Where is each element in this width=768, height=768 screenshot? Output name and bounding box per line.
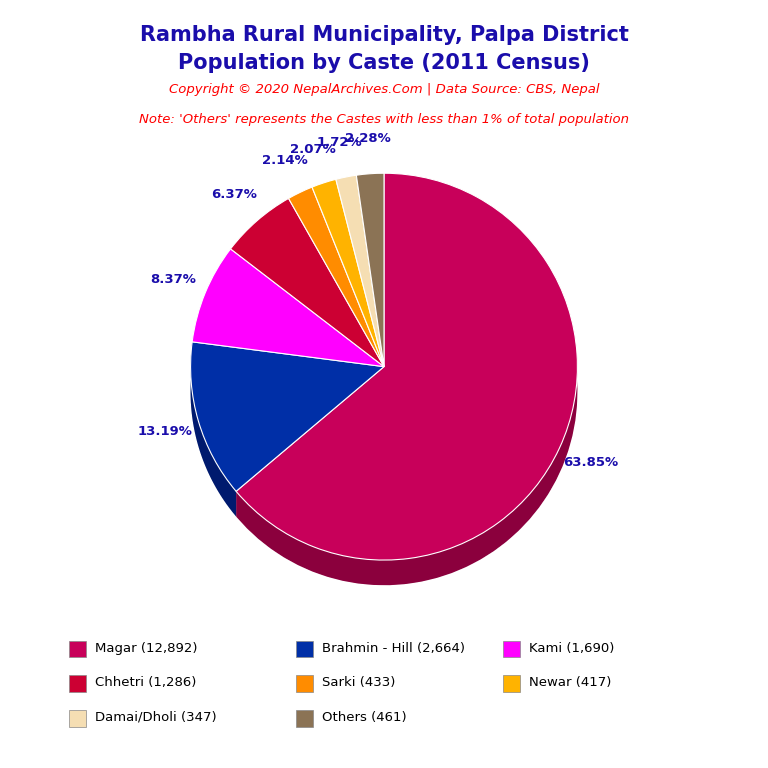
Text: 13.19%: 13.19% (137, 425, 193, 438)
Wedge shape (192, 274, 384, 392)
Text: Rambha Rural Municipality, Palpa District: Rambha Rural Municipality, Palpa Distric… (140, 25, 628, 45)
Text: Newar (417): Newar (417) (529, 677, 611, 689)
Wedge shape (356, 174, 384, 366)
Wedge shape (236, 198, 578, 585)
Wedge shape (289, 212, 384, 392)
Wedge shape (356, 198, 384, 392)
Wedge shape (236, 174, 578, 560)
Text: Brahmin - Hill (2,664): Brahmin - Hill (2,664) (322, 642, 465, 654)
Wedge shape (289, 187, 384, 366)
Wedge shape (192, 249, 384, 366)
Wedge shape (190, 342, 384, 492)
Text: 2.28%: 2.28% (345, 133, 390, 145)
Text: Others (461): Others (461) (322, 711, 406, 723)
Text: Population by Caste (2011 Census): Population by Caste (2011 Census) (178, 53, 590, 73)
Text: 63.85%: 63.85% (564, 456, 618, 469)
Wedge shape (230, 198, 384, 366)
Text: 2.07%: 2.07% (290, 144, 336, 156)
Text: Damai/Dholi (347): Damai/Dholi (347) (95, 711, 217, 723)
Wedge shape (190, 367, 384, 516)
Wedge shape (336, 200, 384, 392)
Polygon shape (236, 348, 578, 585)
Text: Chhetri (1,286): Chhetri (1,286) (95, 677, 197, 689)
Text: Kami (1,690): Kami (1,690) (529, 642, 614, 654)
Polygon shape (190, 342, 236, 516)
Wedge shape (336, 175, 384, 366)
Text: 6.37%: 6.37% (211, 188, 257, 201)
Wedge shape (312, 179, 384, 366)
Text: Copyright © 2020 NepalArchives.Com | Data Source: CBS, Nepal: Copyright © 2020 NepalArchives.Com | Dat… (169, 84, 599, 96)
Wedge shape (230, 223, 384, 392)
Text: 1.72%: 1.72% (316, 137, 362, 149)
Text: Magar (12,892): Magar (12,892) (95, 642, 197, 654)
Text: 8.37%: 8.37% (150, 273, 196, 286)
Text: Sarki (433): Sarki (433) (322, 677, 396, 689)
Text: Note: 'Others' represents the Castes with less than 1% of total population: Note: 'Others' represents the Castes wit… (139, 113, 629, 125)
Text: 2.14%: 2.14% (262, 154, 308, 167)
Wedge shape (312, 204, 384, 392)
